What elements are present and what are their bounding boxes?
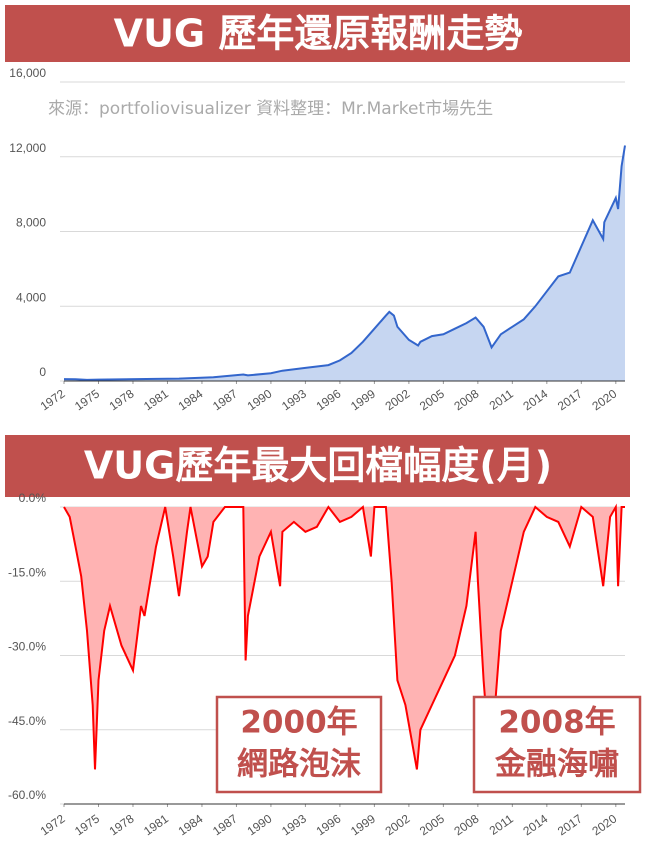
annotation-text: 金融海嘯	[494, 747, 619, 783]
x-tick-label: 2008	[451, 811, 481, 838]
x-tick-label: 1999	[348, 811, 378, 838]
line	[63, 503, 625, 770]
y-tick-label: -15.0%	[8, 565, 46, 579]
x-tick-label: 1996	[314, 811, 344, 838]
y-tick-label: 12,000	[9, 141, 46, 155]
x-tick-label: 2020	[589, 386, 619, 413]
x-tick-label: 2014	[520, 386, 550, 413]
x-tick-label: 1978	[107, 811, 137, 838]
y-tick-label: 4,000	[16, 290, 46, 304]
y-tick-label: -60.0%	[8, 788, 46, 802]
area-fill	[64, 145, 625, 381]
x-tick-label: 1975	[72, 811, 102, 838]
line	[63, 145, 626, 381]
chart-title: VUG歷年最大回檔幅度(月)	[84, 444, 552, 488]
x-tick-label: 1972	[38, 811, 68, 838]
annotation-text: 2008年	[498, 705, 615, 741]
chart-title: VUG 歷年還原報酬走勢	[114, 12, 523, 56]
x-tick-label: 2020	[589, 811, 619, 838]
x-tick-label: 2005	[417, 811, 447, 838]
area-fill	[64, 507, 625, 770]
title-banner	[5, 5, 630, 62]
y-tick-label: 0	[39, 365, 46, 379]
subtitle: 來源：portfoliovisualizer 資料整理：Mr.Market市場先…	[48, 99, 493, 119]
y-tick-label: 0.0%	[19, 491, 47, 505]
annotation-text: 2000年	[240, 705, 357, 741]
y-tick-label: 16,000	[9, 66, 46, 80]
y-tick-label: -30.0%	[8, 640, 46, 654]
x-tick-label: 2002	[383, 386, 413, 413]
x-tick-label: 1978	[107, 386, 137, 413]
x-tick-label: 2011	[487, 811, 516, 837]
annotation-box	[472, 695, 642, 794]
x-tick-label: 1981	[141, 386, 171, 413]
x-tick-label: 2017	[555, 811, 585, 838]
x-tick-label: 1990	[245, 811, 275, 838]
y-tick-label: 8,000	[16, 216, 46, 230]
x-tick-label: 2002	[383, 811, 413, 838]
x-tick-label: 1975	[72, 386, 102, 413]
x-tick-label: 1987	[210, 386, 240, 413]
x-tick-label: 1984	[176, 386, 206, 413]
x-tick-label: 1972	[38, 386, 68, 413]
x-tick-label: 1993	[279, 811, 309, 838]
x-tick-label: 1981	[141, 811, 171, 838]
x-tick-label: 2014	[520, 811, 550, 838]
x-tick-label: 1993	[279, 386, 309, 413]
x-tick-label: 2011	[487, 386, 516, 412]
x-tick-label: 1996	[314, 386, 344, 413]
title-banner	[5, 435, 630, 497]
annotation-text: 網路泡沫	[237, 747, 361, 783]
annotation-box	[215, 695, 383, 794]
x-tick-label: 1984	[176, 811, 206, 838]
x-tick-label: 2008	[451, 386, 481, 413]
x-tick-label: 1990	[245, 386, 275, 413]
y-tick-label: -45.0%	[8, 714, 46, 728]
x-tick-label: 2005	[417, 386, 447, 413]
x-tick-label: 1987	[210, 811, 240, 838]
x-tick-label: 1999	[348, 386, 378, 413]
x-tick-label: 2017	[555, 386, 585, 413]
